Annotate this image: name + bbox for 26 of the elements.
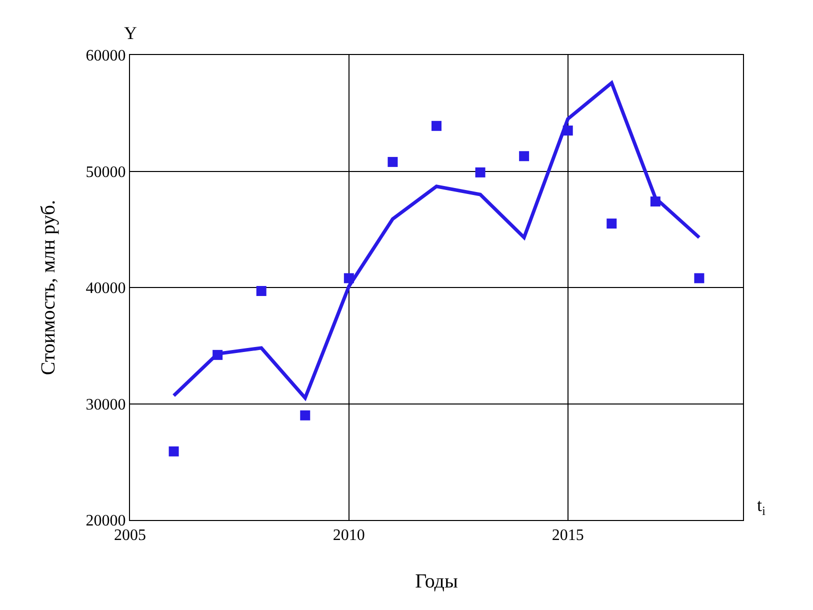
y-tick-label: 30000 xyxy=(86,396,126,414)
point xyxy=(388,156,398,167)
point xyxy=(650,196,660,206)
point xyxy=(344,273,354,284)
point xyxy=(300,410,310,420)
point xyxy=(606,218,617,229)
point xyxy=(475,167,486,178)
point xyxy=(519,151,530,162)
y-tick-label: 40000 xyxy=(86,280,126,298)
point xyxy=(694,273,704,284)
x-axis-title: Годы xyxy=(415,570,458,593)
point xyxy=(256,286,266,296)
x-tick-label: 2010 xyxy=(332,527,365,544)
text: Y xyxy=(124,23,137,43)
text: t$_{i}$ xyxy=(757,495,766,518)
point xyxy=(562,126,573,136)
point xyxy=(432,120,442,131)
point xyxy=(168,446,179,456)
point xyxy=(212,350,223,360)
y-tick-label: 60000 xyxy=(86,48,126,65)
y-tick-label: 50000 xyxy=(86,164,126,181)
y-tick-label: 20000 xyxy=(86,512,126,530)
x-tick-label: 2015 xyxy=(552,527,584,544)
y-axis-title: Стоимость, млн руб. xyxy=(37,200,60,376)
x-tick-label: 2005 xyxy=(114,527,146,544)
line-series xyxy=(172,81,701,400)
